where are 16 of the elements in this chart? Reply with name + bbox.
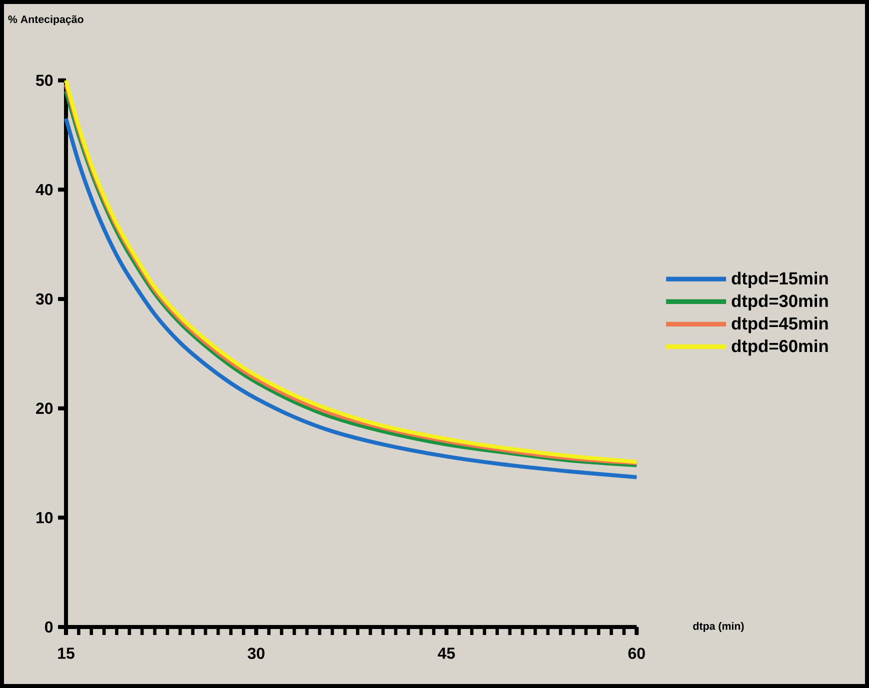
x-axis-title: dtpa (min) — [693, 622, 744, 632]
y-tick-label: 20 — [36, 402, 53, 414]
y-tick-label: 40 — [36, 184, 53, 196]
y-tick-label: 50 — [36, 74, 53, 86]
legend-label: dtpd=15min — [732, 272, 828, 288]
y-tick-label: 0 — [45, 621, 53, 633]
x-tick-label: 30 — [248, 648, 264, 660]
x-tick-label: 60 — [628, 648, 645, 660]
legend-label: dtpd=45min — [732, 316, 828, 334]
x-tick-label: 15 — [58, 648, 74, 659]
x-tick-label: 45 — [438, 648, 455, 659]
legend-label: dtpd=60min — [732, 339, 828, 356]
y-tick-label: 30 — [36, 293, 53, 305]
legend-label: dtpd=30min — [732, 294, 828, 311]
y-tick-label: 10 — [36, 512, 53, 524]
y-axis-title: % Antecipação — [8, 15, 84, 26]
